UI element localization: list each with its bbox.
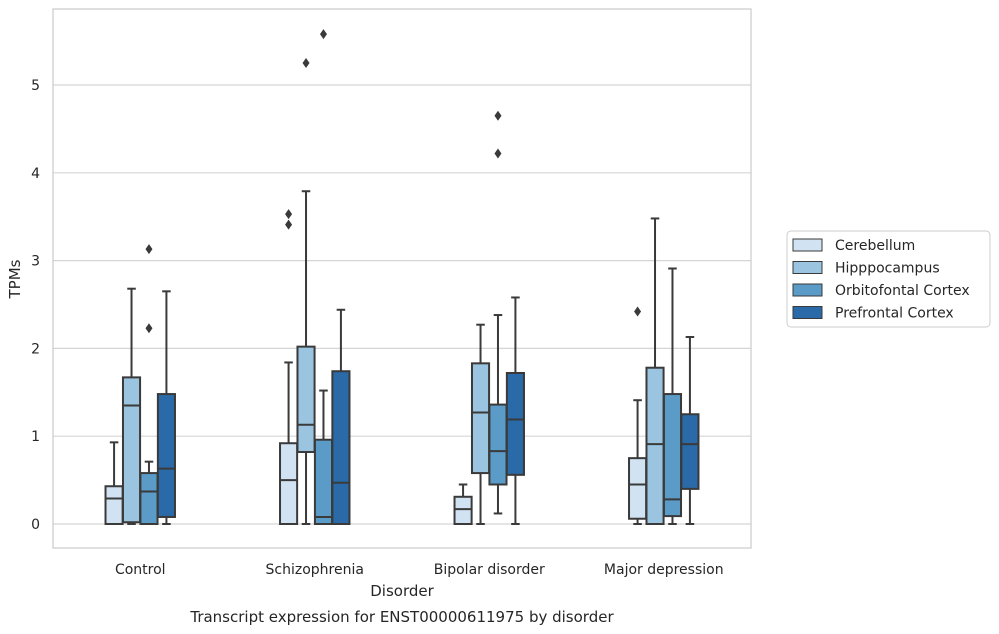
legend-label: Cerebellum bbox=[835, 238, 915, 254]
box-iqr bbox=[453, 495, 473, 526]
outlier-point bbox=[285, 209, 293, 220]
x-axis-tick-labels: Control Schizophrenia Bipolar disorder Majo… bbox=[115, 562, 724, 578]
box-iqr bbox=[121, 376, 142, 524]
legend-swatch bbox=[792, 238, 823, 252]
box-3-3 bbox=[680, 335, 700, 525]
x-tick-label: Schizophrenia bbox=[266, 562, 364, 578]
box-1-3 bbox=[645, 217, 665, 525]
x-tick-label: Control bbox=[115, 562, 166, 578]
outlier-point bbox=[145, 244, 153, 255]
plot-area-frame bbox=[52, 8, 752, 549]
box-iqr bbox=[505, 371, 525, 476]
outlier-point bbox=[634, 306, 642, 317]
box-iqr bbox=[104, 485, 124, 526]
box-iqr bbox=[628, 457, 648, 520]
legend-swatch bbox=[792, 261, 823, 274]
box-iqr bbox=[331, 370, 351, 525]
chart-title: Transcript expression for ENST0000061197… bbox=[189, 608, 614, 626]
box-0-3 bbox=[628, 306, 648, 525]
box-2-3 bbox=[662, 267, 683, 525]
y-tick-label: 3 bbox=[31, 254, 40, 270]
y-tick-label: 2 bbox=[31, 341, 40, 357]
y-tick-label: 0 bbox=[31, 517, 40, 533]
box-1-0 bbox=[121, 287, 142, 525]
x-tick-label: Major depression bbox=[604, 562, 724, 578]
legend-label: Prefrontal Cortex bbox=[835, 306, 954, 322]
legend-swatch bbox=[792, 283, 823, 297]
box-iqr bbox=[313, 438, 334, 526]
box-3-0 bbox=[156, 290, 176, 525]
x-axis-label: Disorder bbox=[370, 582, 434, 600]
y-tick-label: 5 bbox=[31, 78, 40, 94]
box-iqr bbox=[680, 413, 700, 490]
legend-label: Hipppocampus bbox=[835, 261, 940, 277]
y-tick-label: 4 bbox=[31, 166, 40, 182]
box-iqr bbox=[488, 403, 508, 486]
box-series-group bbox=[104, 29, 700, 526]
legend-label: Orbitofontal Cortex bbox=[835, 283, 970, 299]
box-iqr bbox=[470, 362, 491, 475]
outlier-point bbox=[145, 323, 153, 334]
box-0-1 bbox=[279, 209, 299, 525]
outlier-point bbox=[302, 58, 310, 69]
outlier-point bbox=[285, 219, 293, 230]
outlier-point bbox=[494, 148, 502, 159]
box-2-0 bbox=[139, 244, 159, 525]
box-0-0 bbox=[104, 441, 124, 526]
legend: Cerebellum Hipppocampus Orbitofontal Corte… bbox=[786, 230, 991, 328]
legend-swatch bbox=[792, 306, 823, 319]
box-3-1 bbox=[331, 308, 351, 525]
y-axis-label: TPMs bbox=[6, 259, 24, 299]
box-1-2 bbox=[470, 323, 491, 525]
box-iqr bbox=[139, 472, 159, 525]
box-iqr bbox=[156, 393, 176, 518]
box-0-2 bbox=[453, 483, 473, 526]
box-1-1 bbox=[296, 58, 316, 525]
box-iqr bbox=[662, 393, 683, 518]
box-3-2 bbox=[505, 296, 525, 525]
box-iqr bbox=[279, 442, 299, 525]
outlier-point bbox=[494, 110, 502, 121]
box-2-2 bbox=[488, 110, 508, 515]
outlier-point bbox=[319, 29, 327, 40]
x-tick-label: Bipolar disorder bbox=[434, 562, 545, 578]
box-iqr bbox=[645, 366, 665, 525]
box-iqr bbox=[296, 345, 316, 454]
y-axis-tick-labels: 0 1 2 3 4 5 bbox=[31, 78, 40, 533]
y-tick-label: 1 bbox=[31, 429, 40, 445]
box-2-1 bbox=[313, 29, 334, 526]
legend-frame bbox=[786, 230, 991, 328]
